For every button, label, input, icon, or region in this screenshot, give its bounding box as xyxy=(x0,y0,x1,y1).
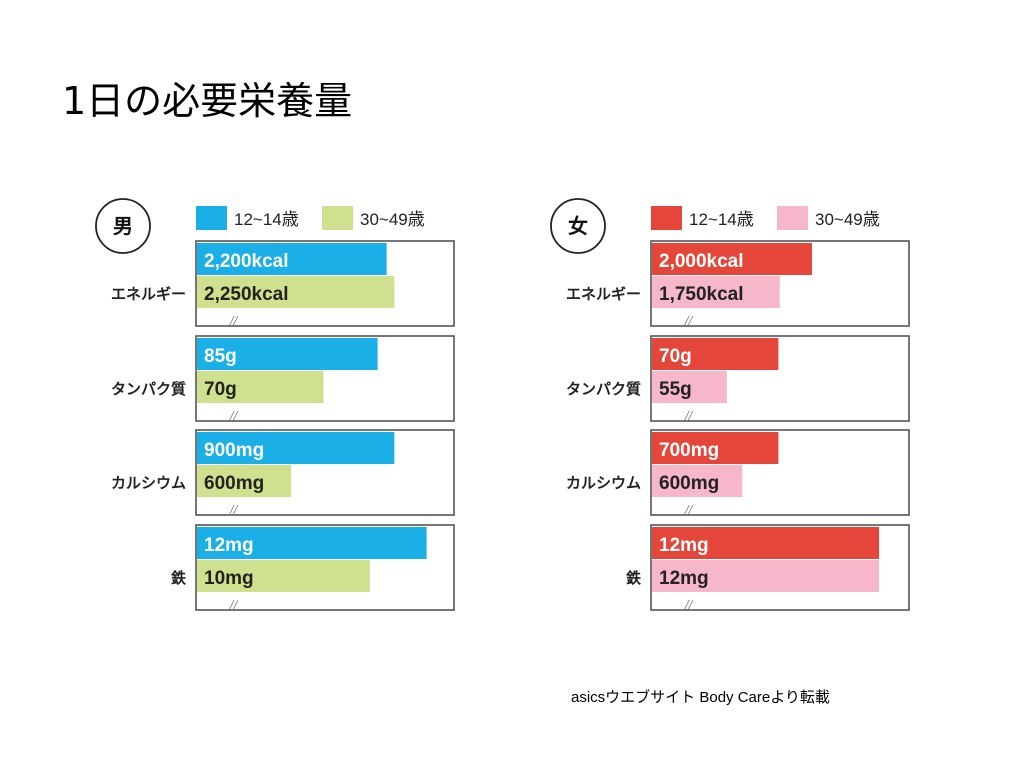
female-legend-swatch-1 xyxy=(777,206,808,230)
male-bar-label-3-1: 10mg xyxy=(204,568,254,589)
female-bar-label-2-0: 700mg xyxy=(659,440,719,461)
female-bar-label-1-0: 70g xyxy=(659,346,692,367)
male-category-label-3: 鉄 xyxy=(171,569,186,587)
female-bar-0-0 xyxy=(652,243,812,275)
male-bar-2-1 xyxy=(197,465,292,497)
female-bar-label-2-1: 600mg xyxy=(659,473,719,494)
female-category-label-3: 鉄 xyxy=(626,569,641,587)
female-bar-label-1-1: 55g xyxy=(659,379,692,400)
male-sex-label: 男 xyxy=(113,214,133,238)
female-bar-3-0 xyxy=(652,527,880,559)
male-bar-3-1 xyxy=(197,560,370,592)
female-break-mark-0: // xyxy=(684,314,694,327)
source-note: asicsウエブサイト Body Careより転載 xyxy=(571,689,830,706)
male-bar-label-1-0: 85g xyxy=(204,346,237,367)
female-bar-2-1 xyxy=(652,465,743,497)
male-bar-3-0 xyxy=(197,527,427,559)
female-bar-label-3-1: 12mg xyxy=(659,568,709,589)
male-legend-swatch-0 xyxy=(196,206,227,230)
male-category-label-0: エネルギー xyxy=(111,285,186,303)
male-legend-swatch-1 xyxy=(322,206,353,230)
male-legend-label-0: 12~14歳 xyxy=(234,210,299,229)
male-bar-label-2-1: 600mg xyxy=(204,473,264,494)
male-break-mark-0: // xyxy=(229,314,239,327)
female-bar-1-0 xyxy=(652,338,779,370)
female-break-mark-1: // xyxy=(684,409,694,422)
female-bar-label-0-0: 2,000kcal xyxy=(659,251,744,272)
male-bar-2-0 xyxy=(197,432,395,464)
female-legend-label-1: 30~49歳 xyxy=(815,210,880,229)
male-break-mark-2: // xyxy=(229,503,239,516)
male-legend-label-1: 30~49歳 xyxy=(360,210,425,229)
male-bar-label-3-0: 12mg xyxy=(204,535,254,556)
female-category-label-0: エネルギー xyxy=(566,285,641,303)
female-sex-label: 女 xyxy=(568,214,588,238)
male-bar-label-1-1: 70g xyxy=(204,379,237,400)
male-break-mark-3: // xyxy=(229,598,239,611)
female-sex-circle xyxy=(550,198,606,254)
male-bar-label-2-0: 900mg xyxy=(204,440,264,461)
female-bar-label-3-0: 12mg xyxy=(659,535,709,556)
male-bar-1-0 xyxy=(197,338,378,370)
male-category-label-2: カルシウム xyxy=(111,474,186,492)
female-bar-3-1 xyxy=(652,560,880,592)
page-title: 1日の必要栄養量 xyxy=(62,79,353,123)
female-bar-label-0-1: 1,750kcal xyxy=(659,284,744,305)
male-bar-1-1 xyxy=(197,371,324,403)
female-category-label-2: カルシウム xyxy=(566,474,641,492)
male-bar-label-0-1: 2,250kcal xyxy=(204,284,289,305)
female-break-mark-3: // xyxy=(684,598,694,611)
male-break-mark-1: // xyxy=(229,409,239,422)
female-break-mark-2: // xyxy=(684,503,694,516)
female-bar-1-1 xyxy=(652,371,727,403)
female-bar-0-1 xyxy=(652,276,780,308)
female-legend-label-0: 12~14歳 xyxy=(689,210,754,229)
male-bar-0-1 xyxy=(197,276,395,308)
male-sex-circle xyxy=(95,198,151,254)
female-legend-swatch-0 xyxy=(651,206,682,230)
female-bar-2-0 xyxy=(652,432,779,464)
male-bar-0-0 xyxy=(197,243,387,275)
female-category-label-1: タンパク質 xyxy=(566,380,641,398)
male-bar-label-0-0: 2,200kcal xyxy=(204,251,289,272)
male-category-label-1: タンパク質 xyxy=(111,380,186,398)
